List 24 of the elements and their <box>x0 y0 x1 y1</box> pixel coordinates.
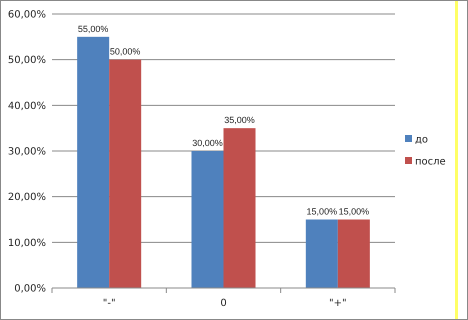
x-tick-label: 0 <box>220 298 227 309</box>
y-tick-label: 0,00% <box>14 284 46 294</box>
data-label: 15,00% <box>306 206 338 216</box>
x-tick-label: "-" <box>102 298 116 309</box>
data-label: 15,00% <box>338 206 370 216</box>
bar <box>306 220 338 288</box>
bar <box>224 128 256 288</box>
y-tick-label: 50,00% <box>8 55 46 66</box>
data-label: 30,00% <box>192 138 223 148</box>
legend-label: до <box>415 134 428 146</box>
bar <box>77 36 110 288</box>
data-label: 50,00% <box>110 46 140 57</box>
y-tick-label: 20,00% <box>8 192 46 204</box>
y-tick-label: 40,00% <box>8 100 46 112</box>
bar <box>191 151 224 288</box>
bar <box>338 220 370 288</box>
y-tick-label: 30,00% <box>8 146 46 158</box>
data-label: 55,00% <box>78 24 108 34</box>
bar <box>109 60 142 288</box>
legend-label: после <box>415 156 446 168</box>
y-tick-label: 60,00% <box>8 10 46 20</box>
data-label: 35,00% <box>224 115 255 126</box>
x-tick-label: "+" <box>329 298 347 309</box>
y-tick-label: 10,00% <box>8 238 46 249</box>
